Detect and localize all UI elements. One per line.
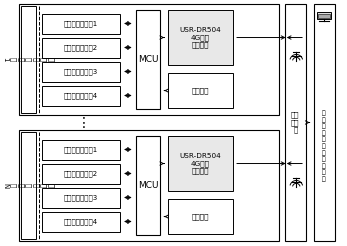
- Bar: [19, 130, 279, 241]
- Text: 红外测温传感器4: 红外测温传感器4: [64, 92, 98, 99]
- Bar: [317, 12, 331, 19]
- Bar: [168, 73, 233, 108]
- Text: 红外测温传感器2: 红外测温传感器2: [64, 44, 98, 51]
- Text: 终
端
测
温
传
输
N: 终 端 测 温 传 输 N: [2, 183, 54, 188]
- Text: 红外测温传感器1: 红外测温传感器1: [64, 20, 98, 27]
- Bar: [21, 6, 36, 113]
- Bar: [42, 86, 120, 106]
- Text: 红外测温传感器2: 红外测温传感器2: [64, 170, 98, 177]
- Bar: [21, 132, 36, 239]
- Bar: [318, 14, 330, 18]
- Text: USR-DR504
4G数据
传输模块: USR-DR504 4G数据 传输模块: [180, 27, 221, 48]
- Bar: [168, 136, 233, 191]
- Bar: [19, 4, 279, 115]
- Bar: [136, 136, 160, 235]
- Text: 电源模块: 电源模块: [192, 213, 209, 220]
- Text: 终
端
测
温
传
输
1: 终 端 测 温 传 输 1: [2, 57, 54, 62]
- Text: 红外测温传感器3: 红外测温传感器3: [64, 194, 98, 201]
- Bar: [42, 164, 120, 184]
- Bar: [285, 4, 306, 241]
- Text: USR-DR504
4G数据
传输模块: USR-DR504 4G数据 传输模块: [180, 153, 221, 174]
- Bar: [136, 10, 160, 109]
- Text: 在
客
户
端
可
视
化
实
时
监
测: 在 客 户 端 可 视 化 实 时 监 测: [322, 111, 326, 182]
- Bar: [42, 139, 120, 159]
- Bar: [313, 4, 335, 241]
- Text: ⋮: ⋮: [77, 116, 91, 129]
- Text: 电源模块: 电源模块: [192, 87, 209, 94]
- Bar: [42, 14, 120, 33]
- Text: 云端
服务
器: 云端 服务 器: [291, 112, 299, 133]
- Bar: [168, 10, 233, 65]
- Text: 红外测温传感器1: 红外测温传感器1: [64, 146, 98, 153]
- Bar: [168, 199, 233, 234]
- Text: MCU: MCU: [138, 181, 158, 190]
- Text: 红外测温传感器4: 红外测温传感器4: [64, 218, 98, 225]
- Text: MCU: MCU: [138, 55, 158, 64]
- Bar: [42, 187, 120, 207]
- Bar: [42, 212, 120, 231]
- Text: 红外测温传感器3: 红外测温传感器3: [64, 68, 98, 75]
- Bar: [42, 62, 120, 81]
- Bar: [42, 37, 120, 58]
